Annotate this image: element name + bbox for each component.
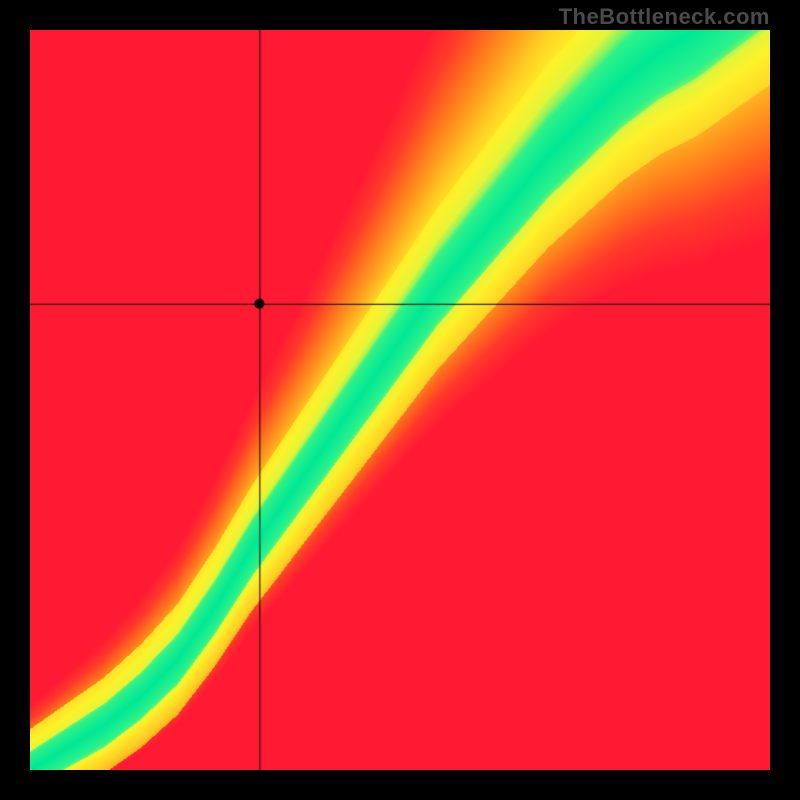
plot-area [30, 30, 770, 770]
heatmap-canvas [30, 30, 770, 770]
watermark-text: TheBottleneck.com [559, 4, 770, 30]
chart-container: TheBottleneck.com [0, 0, 800, 800]
